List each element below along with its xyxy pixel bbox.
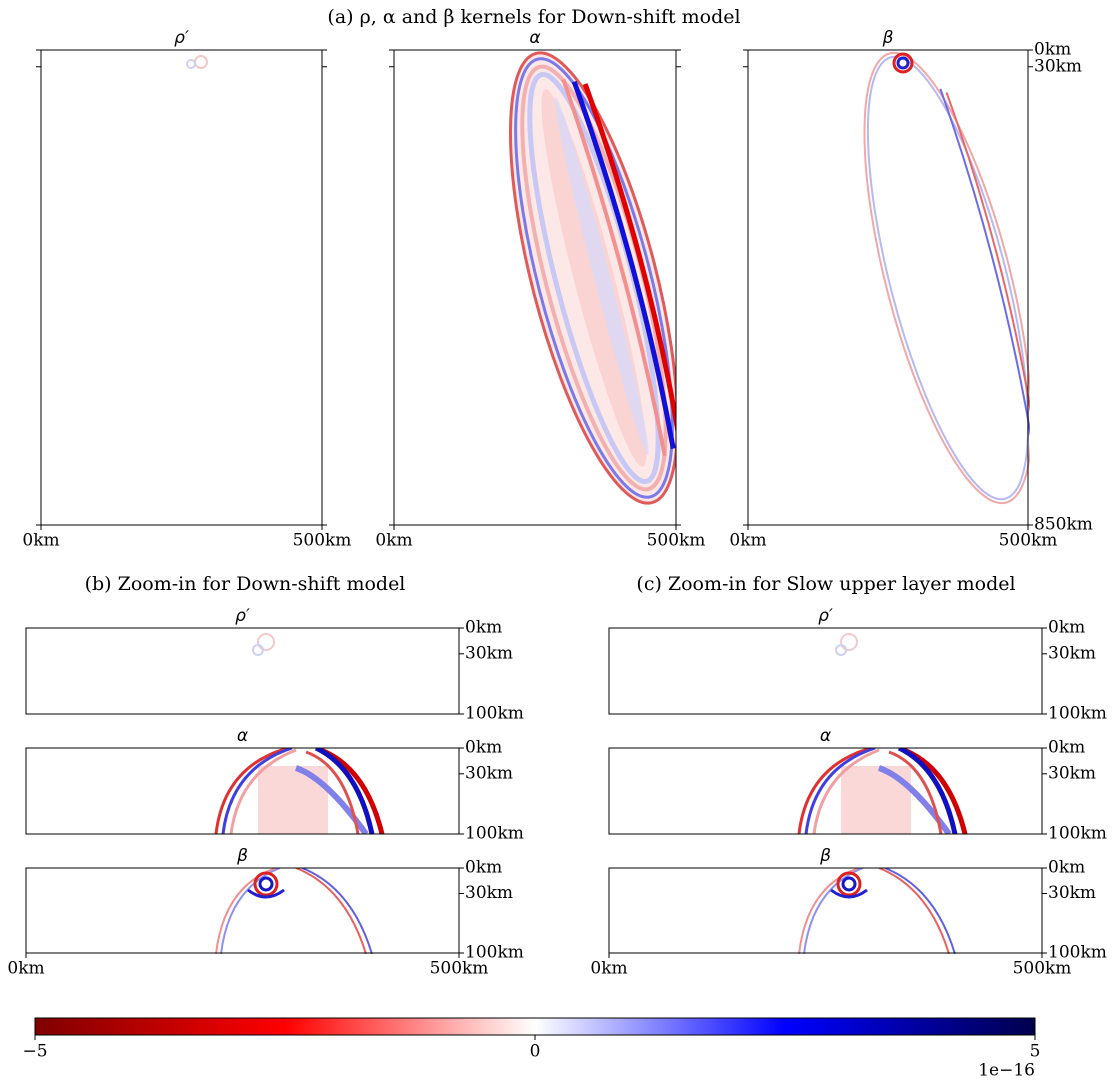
y-tick-label: 100km xyxy=(1048,943,1107,963)
kernel-feature xyxy=(514,57,674,499)
kernel-feature xyxy=(258,766,328,834)
y-tick-label: 30km xyxy=(1034,56,1082,76)
x-tick-label: 500km xyxy=(430,959,489,979)
y-tick-label: 0km xyxy=(1034,40,1071,60)
y-tick-label: 0km xyxy=(465,618,502,638)
colorbar-tick-label: 0 xyxy=(530,1042,541,1062)
colorbar xyxy=(34,1017,1036,1036)
panel-frame xyxy=(25,627,460,715)
y-tick-label: 30km xyxy=(465,763,513,783)
kernel-feature xyxy=(253,871,279,897)
x-tick-label: 0km xyxy=(590,959,627,979)
y-tick-label: 100km xyxy=(1048,824,1107,844)
kernel-feature xyxy=(896,56,910,70)
kernel-feature xyxy=(295,868,367,954)
y-tick-label: 0km xyxy=(1048,738,1085,758)
panel-title: β xyxy=(819,846,831,866)
panel-frame xyxy=(608,867,1043,954)
kernel-feature xyxy=(305,750,360,834)
y-tick-label: 0km xyxy=(465,858,502,878)
kernel-feature xyxy=(571,80,676,450)
x-tick-label: 500km xyxy=(1013,959,1072,979)
kernel-feature xyxy=(215,868,277,954)
y-tick-label: 30km xyxy=(1048,763,1096,783)
panel-frame xyxy=(25,747,460,835)
panel-title: ρ′ xyxy=(174,28,189,48)
panel-title: α xyxy=(820,726,831,746)
kernel-feature xyxy=(892,52,914,74)
y-tick-label: 30km xyxy=(465,643,513,663)
x-tick-label: 0km xyxy=(7,959,44,979)
y-tick-label: 100km xyxy=(465,824,524,844)
y-tick-label: 850km xyxy=(1034,515,1093,535)
kernel-feature xyxy=(939,88,1030,445)
kernel-feature xyxy=(258,876,274,892)
panel-frame xyxy=(25,867,460,954)
panel-title: ρ′ xyxy=(818,606,833,626)
y-tick-label: 30km xyxy=(465,883,513,903)
panel-title: ρ′ xyxy=(235,606,250,626)
y-tick-label: 0km xyxy=(1048,618,1085,638)
x-tick-label: 0km xyxy=(22,531,59,551)
kernel-feature xyxy=(257,633,275,651)
panel-title: β xyxy=(236,846,248,866)
panel-frame xyxy=(393,49,677,526)
kernel-feature xyxy=(582,83,676,443)
kernel-image xyxy=(836,634,857,655)
y-tick-label: 100km xyxy=(1048,704,1107,724)
y-tick-label: 30km xyxy=(1048,883,1096,903)
y-tick-label: 0km xyxy=(1048,858,1085,878)
panel-frame xyxy=(40,49,323,526)
kernel-feature xyxy=(194,55,208,69)
panel-title: α xyxy=(529,28,540,48)
kernel-feature xyxy=(186,59,196,69)
y-tick-label: 0km xyxy=(465,738,502,758)
kernel-image xyxy=(863,51,1030,505)
kernel-feature xyxy=(314,748,375,834)
kernel-feature xyxy=(561,78,667,457)
kernel-feature xyxy=(221,748,293,834)
kernel-feature xyxy=(866,55,1030,501)
kernel-feature xyxy=(229,748,297,834)
section-title: (a) ρ, α and β kernels for Down-shift mo… xyxy=(327,6,740,28)
colorbar-tick-label: 5 xyxy=(1030,1042,1041,1062)
panel-title: β xyxy=(882,28,894,48)
kernel-feature xyxy=(214,748,289,834)
y-tick-label: 100km xyxy=(465,704,524,724)
panel-frame xyxy=(608,627,1043,715)
x-tick-label: 0km xyxy=(375,531,412,551)
kernel-image xyxy=(799,868,955,954)
kernel-image xyxy=(214,748,385,834)
section-title: (c) Zoom-in for Slow upper layer model xyxy=(636,573,1015,595)
colorbar-tick-label: −5 xyxy=(22,1042,47,1062)
panel-frame xyxy=(608,747,1043,835)
y-tick-label: 100km xyxy=(465,943,524,963)
kernel-feature xyxy=(294,765,369,834)
x-tick-label: 500km xyxy=(999,531,1058,551)
y-tick-label: 30km xyxy=(1048,643,1096,663)
kernel-feature xyxy=(301,868,373,954)
kernel-image xyxy=(508,51,676,505)
x-tick-label: 500km xyxy=(647,531,706,551)
kernel-feature xyxy=(554,96,649,456)
kernel-image xyxy=(252,633,275,656)
kernel-feature xyxy=(252,644,264,656)
colorbar-offset-label: 1e−16 xyxy=(978,1061,1035,1080)
kernel-image xyxy=(799,748,965,834)
kernel-image xyxy=(215,868,373,954)
kernel-feature xyxy=(247,888,285,899)
panel-frame xyxy=(747,49,1029,526)
kernel-image xyxy=(186,55,208,69)
x-tick-label: 0km xyxy=(729,531,766,551)
x-tick-label: 500km xyxy=(293,531,352,551)
section-title: (b) Zoom-in for Down-shift model xyxy=(85,573,406,595)
panel-title: α xyxy=(237,726,248,746)
